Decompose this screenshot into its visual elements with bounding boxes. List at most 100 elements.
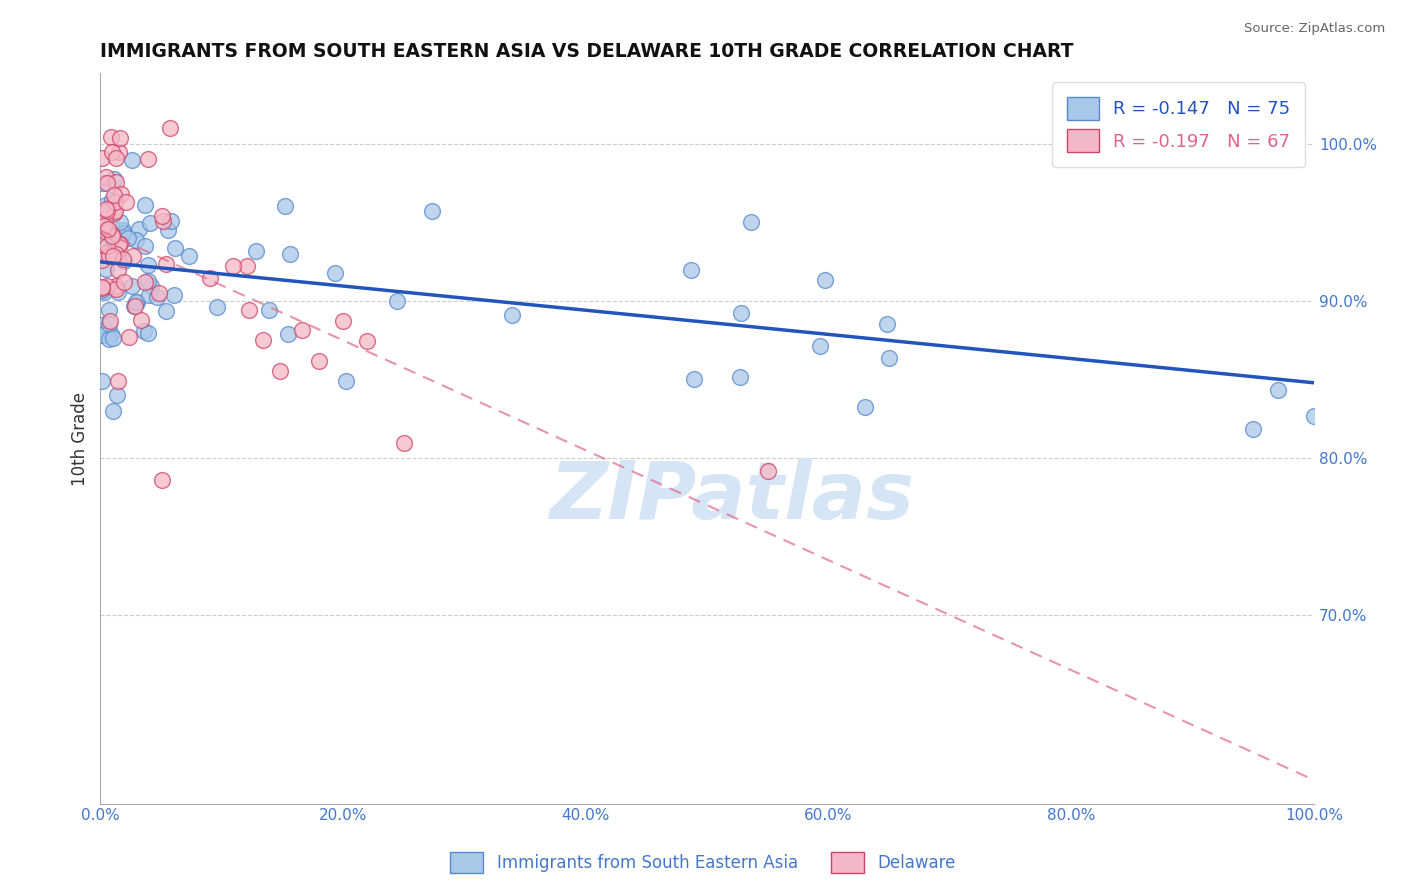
Point	[94, 198, 117, 212]
Point	[252, 333, 274, 347]
Point	[138, 288, 160, 302]
Point	[308, 354, 330, 368]
Point	[90, 280, 112, 294]
Point	[90, 318, 112, 333]
Point	[146, 290, 169, 304]
Point	[105, 247, 128, 261]
Point	[122, 250, 145, 264]
Point	[207, 300, 229, 314]
Point	[101, 193, 124, 207]
Y-axis label: 10th Grade: 10th Grade	[72, 392, 89, 485]
Point	[808, 339, 831, 353]
Point	[108, 131, 131, 145]
Point	[107, 262, 129, 277]
Point	[117, 231, 139, 245]
Point	[756, 464, 779, 478]
Point	[730, 370, 752, 384]
Point	[150, 209, 173, 223]
Point	[730, 305, 752, 319]
Point	[118, 330, 141, 344]
Point	[238, 302, 260, 317]
Point	[134, 276, 156, 290]
Point	[94, 246, 117, 260]
Point	[94, 211, 117, 226]
Point	[125, 295, 148, 310]
Point	[274, 199, 297, 213]
Point	[111, 252, 134, 266]
Point	[101, 221, 124, 235]
Point	[96, 223, 118, 237]
Point	[876, 317, 898, 331]
Point	[90, 374, 112, 388]
Point	[97, 222, 120, 236]
Point	[90, 152, 112, 166]
Point	[138, 258, 160, 272]
Point	[222, 259, 245, 273]
Point	[91, 253, 114, 268]
Point	[155, 257, 177, 271]
Point	[98, 317, 121, 331]
Point	[139, 216, 162, 230]
Point	[257, 302, 280, 317]
Point	[98, 314, 121, 328]
Point	[110, 215, 132, 229]
Point	[165, 242, 187, 256]
Point	[877, 351, 900, 366]
Point	[392, 436, 415, 450]
Point	[136, 326, 159, 341]
Point	[96, 278, 118, 293]
Point	[97, 247, 120, 261]
Point	[1303, 409, 1326, 424]
Point	[269, 364, 291, 378]
Point	[150, 473, 173, 487]
Point	[291, 323, 314, 337]
Point	[97, 249, 120, 263]
Point	[152, 214, 174, 228]
Point	[96, 176, 118, 190]
Point	[105, 151, 128, 165]
Point	[103, 205, 125, 219]
Point	[112, 226, 135, 240]
Text: Source: ZipAtlas.com: Source: ZipAtlas.com	[1244, 22, 1385, 36]
Text: ZIPatlas: ZIPatlas	[548, 458, 914, 536]
Point	[148, 286, 170, 301]
Point	[853, 400, 876, 414]
Point	[138, 152, 160, 166]
Point	[108, 236, 131, 251]
Point	[385, 294, 408, 309]
Point	[235, 259, 257, 273]
Point	[125, 234, 148, 248]
Point	[100, 327, 122, 342]
Point	[501, 308, 523, 322]
Point	[1267, 383, 1289, 397]
Point	[94, 170, 117, 185]
Legend: R = -0.147   N = 75, R = -0.197   N = 67: R = -0.147 N = 75, R = -0.197 N = 67	[1052, 82, 1305, 167]
Point	[127, 294, 149, 309]
Point	[93, 219, 115, 234]
Point	[107, 374, 129, 388]
Point	[277, 327, 299, 342]
Point	[96, 261, 118, 276]
Point	[90, 283, 112, 297]
Point	[94, 202, 117, 216]
Point	[100, 129, 122, 144]
Point	[104, 203, 127, 218]
Point	[101, 145, 124, 159]
Point	[111, 222, 134, 236]
Point	[198, 271, 221, 285]
Point	[356, 334, 378, 349]
Point	[103, 188, 125, 202]
Point	[162, 287, 184, 301]
Point	[104, 278, 127, 293]
Point	[96, 225, 118, 239]
Point	[90, 327, 112, 342]
Point	[335, 374, 357, 388]
Text: IMMIGRANTS FROM SOUTH EASTERN ASIA VS DELAWARE 10TH GRADE CORRELATION CHART: IMMIGRANTS FROM SOUTH EASTERN ASIA VS DE…	[100, 42, 1074, 61]
Point	[278, 247, 301, 261]
Point	[155, 304, 177, 318]
Point	[105, 388, 128, 402]
Point	[104, 282, 127, 296]
Point	[132, 324, 155, 338]
Point	[98, 302, 121, 317]
Point	[323, 266, 346, 280]
